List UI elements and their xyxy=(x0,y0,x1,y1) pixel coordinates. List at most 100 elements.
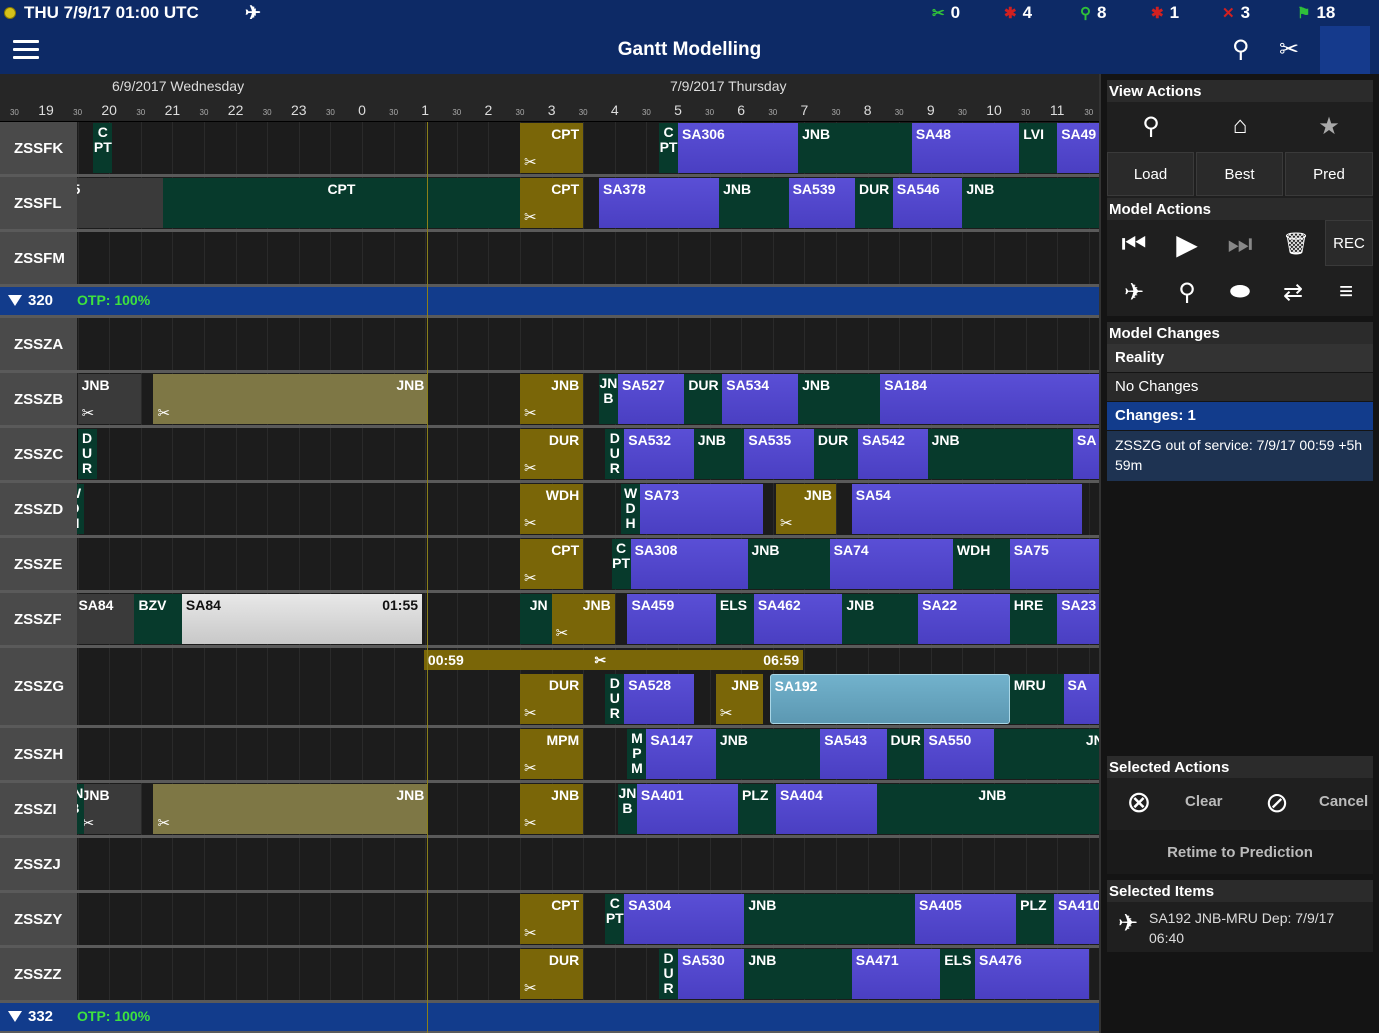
fleet-group-header[interactable]: 320 OTP: 100% xyxy=(0,287,1099,318)
status-indicator[interactable]: ✱ 1 xyxy=(1151,3,1179,23)
gantt-bar[interactable]: JNB ✂ xyxy=(551,594,615,644)
gantt-bar[interactable]: SA184 xyxy=(880,374,1099,424)
gantt-bar[interactable]: DUR xyxy=(605,429,625,479)
gantt-bar[interactable]: JNB xyxy=(842,594,919,644)
gantt-bar[interactable]: SA532 xyxy=(624,429,694,479)
plane-icon[interactable]: ✈ xyxy=(1123,278,1145,306)
status-indicator[interactable]: ✱ 4 xyxy=(1004,3,1032,23)
gantt-bar[interactable]: JNB ✂ xyxy=(77,784,141,834)
gantt-bar[interactable]: JNB xyxy=(744,894,915,944)
gantt-bar[interactable]: JNB xyxy=(715,729,821,779)
gantt-bar[interactable]: CPT xyxy=(605,894,625,944)
aircraft-row[interactable]: ZSSFK CPT CPT ✂ CPT SA306 JNB SA48 LVI SA49 xyxy=(0,122,1099,177)
aircraft-label[interactable]: ZSSFL xyxy=(0,177,77,229)
gantt-bar[interactable]: SA74 xyxy=(829,539,953,589)
gantt-bar[interactable]: SA84 01:55 xyxy=(181,594,423,644)
gantt-bar[interactable]: DUR xyxy=(684,374,723,424)
retime-button[interactable]: Retime to Prediction xyxy=(1107,830,1373,874)
gantt-bar[interactable]: SA546 xyxy=(892,178,963,228)
gantt-bar[interactable]: JNB xyxy=(599,374,618,424)
gantt-bar[interactable]: SA84 xyxy=(74,594,135,644)
gantt-bar[interactable]: SA192 xyxy=(769,674,1010,724)
aircraft-row[interactable]: ZSSFM xyxy=(0,232,1099,287)
aircraft-row[interactable]: ZSSZA xyxy=(0,318,1099,373)
gantt-bar[interactable]: WDH xyxy=(621,484,641,534)
gantt-bar[interactable]: SA404 xyxy=(775,784,878,834)
gantt-bar[interactable]: JNB ✂ xyxy=(153,374,429,424)
star-icon[interactable]: ★ xyxy=(1318,112,1340,140)
gantt-bar[interactable]: SA405 xyxy=(915,894,1017,944)
gantt-bar[interactable]: CPT xyxy=(162,178,520,228)
gantt-bar[interactable]: CPT xyxy=(93,123,113,173)
best-button[interactable]: Best xyxy=(1196,152,1283,196)
gantt-bar[interactable]: SA535 xyxy=(744,429,814,479)
cancel-button[interactable]: Cancel xyxy=(1319,793,1369,810)
gantt-bar[interactable]: SA49 xyxy=(1057,123,1099,173)
aircraft-label[interactable]: ZSSZF xyxy=(0,593,77,645)
swap-icon[interactable]: ⇄ xyxy=(1282,278,1304,306)
gantt-bar[interactable]: DUR ✂ xyxy=(520,674,584,724)
cancel-icon[interactable]: ⊘ xyxy=(1265,786,1289,818)
gantt-bar[interactable]: ELS xyxy=(715,594,754,644)
gantt-bar[interactable]: CPT xyxy=(611,539,631,589)
gantt-bar[interactable]: CPT ✂ xyxy=(520,123,584,173)
gantt-bar[interactable]: BZV xyxy=(134,594,182,644)
aircraft-label[interactable]: ZSSZI xyxy=(0,783,77,835)
changes-item[interactable]: Changes: 1 xyxy=(1107,402,1373,430)
gantt-bar[interactable]: SA xyxy=(1063,674,1099,724)
gantt-bar[interactable]: JNB ✂ xyxy=(715,674,764,724)
reality-item[interactable]: Reality xyxy=(1107,344,1373,372)
gantt-bar[interactable]: SA306 xyxy=(678,123,799,173)
gantt-bar[interactable]: MPM ✂ xyxy=(520,729,584,779)
aircraft-label[interactable]: ZSSZG xyxy=(0,648,77,725)
gantt-bar[interactable]: SA401 xyxy=(636,784,739,834)
plane-icon[interactable]: ✈ xyxy=(245,3,261,24)
profile-button[interactable] xyxy=(1320,26,1370,74)
gantt-bar[interactable]: SA308 xyxy=(630,539,748,589)
gantt-bar[interactable]: JN xyxy=(520,594,552,644)
gantt-bar[interactable]: JNB ✂ xyxy=(77,374,141,424)
gantt-bar[interactable]: DUR xyxy=(854,178,893,228)
gantt-bar[interactable]: SA23 xyxy=(1057,594,1099,644)
gantt-bar[interactable]: LVI xyxy=(1019,123,1058,173)
gantt-bar[interactable]: CPT xyxy=(659,123,678,173)
gantt-bar[interactable]: SA530 xyxy=(678,949,745,999)
gantt-bar[interactable]: JNB xyxy=(744,949,852,999)
gantt-bar[interactable]: SA471 xyxy=(851,949,941,999)
aircraft-row[interactable]: ZSSZHMPMMPM✂MPMSA147JNBSA543DURSA550JN xyxy=(0,728,1099,783)
gantt-bar[interactable]: DUR xyxy=(886,729,925,779)
gantt-bar[interactable]: PLZ xyxy=(1016,894,1055,944)
gantt-bar[interactable]: SA378 xyxy=(599,178,720,228)
gantt-bar[interactable]: SA xyxy=(1073,429,1099,479)
aircraft-label[interactable]: ZSSZB xyxy=(0,373,77,425)
status-indicator[interactable]: ⚲ 8 xyxy=(1080,3,1106,23)
gantt-bar[interactable]: JNB ✂ xyxy=(153,784,429,834)
gantt-bar[interactable]: WDH xyxy=(952,539,1010,589)
search-icon[interactable]: ⚲ xyxy=(1232,36,1250,63)
gantt-bar[interactable]: SA476 xyxy=(975,949,1089,999)
gantt-bar[interactable]: JNB xyxy=(927,429,1073,479)
gantt-bar[interactable]: SA527 xyxy=(617,374,685,424)
gantt-bar[interactable]: SA543 xyxy=(820,729,887,779)
rec-button[interactable]: REC xyxy=(1325,220,1373,266)
gantt-bar[interactable]: SA304 xyxy=(624,894,745,944)
home-icon[interactable]: ⌂ xyxy=(1232,112,1248,139)
gantt-bar[interactable]: MRU xyxy=(1009,674,1064,724)
gantt-bar[interactable]: SA73 xyxy=(640,484,764,534)
fleet-group-header[interactable]: 332 OTP: 100% xyxy=(0,1003,1099,1033)
collapse-icon[interactable] xyxy=(8,295,22,306)
clear-button[interactable]: Clear xyxy=(1185,793,1223,810)
gantt-bar[interactable]: SA528 xyxy=(624,674,694,724)
gantt-bar[interactable]: JNB ✂ xyxy=(775,484,836,534)
status-indicator[interactable]: ⚑ 18 xyxy=(1297,3,1335,23)
aircraft-label[interactable]: ZSSZJ xyxy=(0,838,77,890)
gantt-bar[interactable]: CPT ✂ xyxy=(520,178,584,228)
gantt-bar[interactable]: JNB xyxy=(877,784,1099,834)
aircraft-label[interactable]: ZSSZC xyxy=(0,428,77,480)
trash-icon[interactable]: 🗑 xyxy=(1282,231,1310,256)
gantt-chart[interactable]: 6/9/2017 Wednesday 7/9/2017 Thursday 30 1… xyxy=(0,74,1099,1033)
gantt-bar[interactable]: SA459 xyxy=(627,594,716,644)
aircraft-label[interactable]: ZSSZH xyxy=(0,728,77,780)
